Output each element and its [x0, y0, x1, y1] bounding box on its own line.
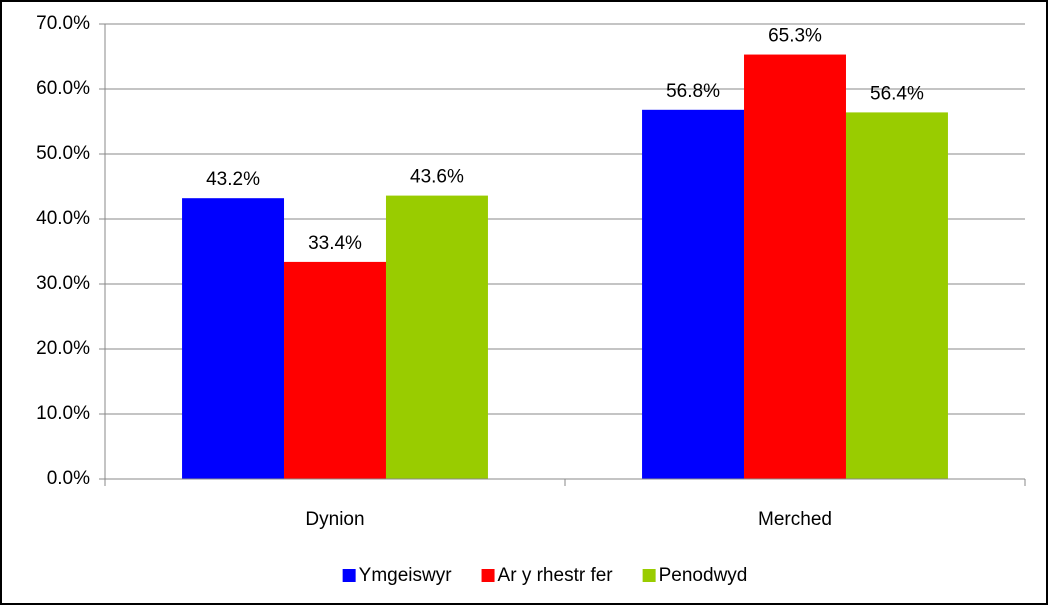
bar: [182, 198, 285, 479]
bar: [642, 109, 745, 480]
y-tick-label: 30.0%: [36, 273, 90, 294]
bar: [385, 195, 488, 479]
legend-label: Ymgeiswyr: [359, 565, 453, 586]
legend-label: Ar y rhestr fer: [498, 565, 614, 586]
data-label: 33.4%: [308, 233, 362, 254]
data-label: 56.4%: [870, 83, 924, 104]
bar: [744, 54, 846, 480]
bar: [284, 261, 386, 479]
y-tick-label: 50.0%: [36, 143, 90, 164]
y-tick-label: 70.0%: [36, 13, 90, 34]
data-label: 43.6%: [410, 167, 464, 188]
legend-swatch: [642, 569, 656, 582]
y-tick-label: 20.0%: [36, 338, 90, 359]
data-label: 56.8%: [666, 81, 720, 102]
x-tick-label: Dynion: [305, 509, 364, 530]
y-tick-label: 10.0%: [36, 403, 90, 424]
y-tick-label: 60.0%: [36, 78, 90, 99]
data-label: 65.3%: [768, 26, 822, 47]
x-tick-label: Merched: [758, 509, 832, 530]
data-label: 43.2%: [206, 169, 260, 190]
y-tick-label: 0.0%: [47, 468, 90, 489]
legend-label: Penodwyd: [659, 565, 748, 586]
legend-swatch: [481, 569, 495, 582]
y-tick-label: 40.0%: [36, 208, 90, 229]
legend-swatch: [342, 569, 356, 582]
bar: [845, 112, 948, 480]
